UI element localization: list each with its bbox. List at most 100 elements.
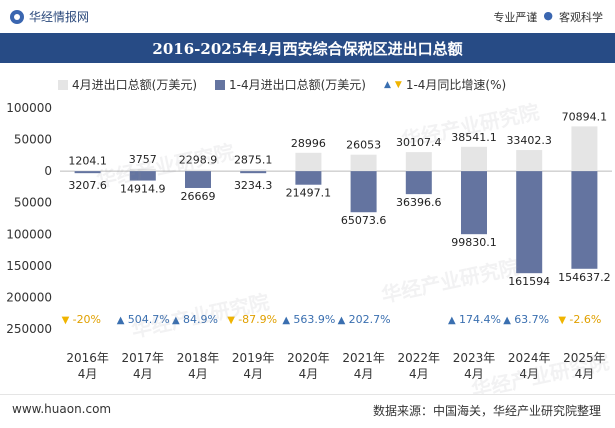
y-tick-label: 150000 (6, 259, 52, 273)
legend-label-growth: 1-4月同比增速(%) (405, 78, 507, 92)
y-tick-label: 200000 (6, 290, 52, 304)
growth-up-marker: ▲ (172, 315, 180, 326)
y-tick-label: 0 (44, 164, 52, 178)
bar-april (74, 170, 101, 172)
link-objective[interactable]: 客观科学 (559, 11, 603, 24)
bar-april (571, 126, 598, 172)
brand-name: 华经情报网 (29, 10, 90, 24)
data-label-cumulative: 99830.1 (451, 236, 497, 249)
x-tick-label: 4月 (299, 367, 319, 381)
data-label-april: 26053 (346, 139, 381, 152)
bar-cumulative (350, 171, 377, 213)
x-tick-label: 4月 (409, 367, 429, 381)
growth-label: 504.7% (128, 313, 170, 326)
growth-down-marker: ▼ (227, 315, 235, 326)
y-tick-label: 50000 (14, 133, 52, 147)
legend-item-growth[interactable]: ▲ ▼ 1-4月同比增速(%) (384, 76, 506, 93)
top-bar: 华经情报网 专业严谨 ● 客观科学 (0, 0, 615, 33)
top-links: 专业严谨 ● 客观科学 (493, 9, 603, 25)
bar-april (350, 154, 377, 172)
brand-icon (10, 9, 24, 24)
x-tick-label: 2025年 (563, 351, 606, 365)
data-label-cumulative: 3234.3 (234, 179, 273, 192)
y-tick-label: 50000 (14, 196, 52, 210)
bar-cumulative (240, 171, 267, 174)
x-tick-label: 4月 (519, 367, 539, 381)
y-tick-label: 100000 (6, 227, 52, 241)
bar-april (516, 150, 543, 172)
x-tick-label: 4月 (575, 367, 595, 381)
triangle-up-icon: ▲ (383, 79, 391, 90)
legend-swatch-cumulative (215, 79, 225, 90)
data-label-cumulative: 3207.6 (68, 179, 107, 192)
growth-label: 563.9% (293, 313, 335, 326)
x-tick-label: 2016年 (66, 351, 109, 365)
growth-down-marker: ▼ (62, 315, 70, 326)
x-tick-label: 2024年 (508, 351, 551, 365)
growth-up-marker: ▲ (117, 315, 125, 326)
data-label-april: 3757 (129, 153, 157, 166)
bar-april (461, 146, 487, 172)
data-label-cumulative: 154637.2 (558, 271, 611, 284)
bar-april (295, 152, 322, 172)
triangle-down-icon: ▼ (394, 79, 402, 90)
x-tick-label: 2021年 (342, 351, 385, 365)
data-label-cumulative: 161594 (508, 275, 550, 288)
growth-up-marker: ▲ (448, 315, 456, 326)
data-label-cumulative: 65073.6 (341, 214, 387, 227)
title-bar: 2016-2025年4月西安综合保税区进出口总额 (0, 33, 615, 63)
x-tick-label: 2019年 (232, 351, 275, 365)
legend-label-april: 4月进出口总额(万美元) (72, 78, 197, 92)
legend: 4月进出口总额(万美元) 1-4月进出口总额(万美元) ▲ ▼ 1-4月同比增速… (58, 76, 506, 93)
bar-cumulative (405, 171, 432, 195)
legend-label-cumulative: 1-4月进出口总额(万美元) (229, 78, 366, 92)
x-tick-label: 2022年 (398, 351, 441, 365)
growth-label: 202.7% (349, 313, 391, 326)
growth-up-marker: ▲ (282, 315, 290, 326)
bar-cumulative (74, 171, 101, 174)
data-label-april: 1204.1 (68, 154, 107, 167)
data-label-cumulative: 21497.1 (286, 187, 332, 200)
legend-item-cumulative[interactable]: 1-4月进出口总额(万美元) (215, 76, 366, 93)
bar-cumulative (185, 171, 211, 188)
legend-swatch-april (58, 79, 68, 90)
x-tick-label: 4月 (188, 367, 208, 381)
data-label-april: 70894.1 (562, 110, 608, 123)
data-label-april: 2875.1 (234, 153, 273, 166)
growth-label: -20% (73, 313, 101, 326)
bar-cumulative (571, 171, 598, 269)
x-tick-label: 2018年 (177, 351, 220, 365)
data-label-cumulative: 14914.9 (120, 183, 166, 196)
data-label-cumulative: 26669 (181, 190, 216, 203)
growth-label: 84.9% (183, 313, 218, 326)
data-label-april: 30107.4 (396, 136, 442, 149)
bar-april (185, 169, 211, 172)
x-tick-label: 2017年 (122, 351, 165, 365)
y-tick-label: 100000 (6, 101, 52, 115)
x-tick-label: 4月 (78, 367, 98, 381)
data-label-april: 38541.1 (451, 131, 497, 144)
legend-item-april[interactable]: 4月进出口总额(万美元) (58, 76, 197, 93)
brand-logo[interactable]: 华经情报网 (10, 8, 89, 25)
growth-up-marker: ▲ (338, 315, 346, 326)
footer-website-link[interactable]: www.huaon.com (12, 402, 112, 416)
x-tick-label: 4月 (243, 367, 263, 381)
growth-up-marker: ▲ (503, 315, 511, 326)
x-tick-label: 4月 (354, 367, 374, 381)
bar-april (240, 169, 267, 172)
chart-title: 2016-2025年4月西安综合保税区进出口总额 (152, 40, 463, 58)
link-professional[interactable]: 专业严谨 (493, 11, 538, 24)
footer-source: 数据来源：中国海关，华经产业研究院整理 (372, 404, 601, 418)
footer: www.huaon.com 数据来源：中国海关，华经产业研究院整理 (0, 394, 615, 428)
bar-april (129, 168, 156, 172)
chart-area: 100000 50000 0 50000 100000 150000 200000 25000… (6, 101, 612, 381)
data-label-april: 33402.3 (506, 134, 552, 147)
bar-cumulative (295, 171, 322, 185)
growth-down-marker: ▼ (558, 315, 566, 326)
x-tick-label: 2023年 (453, 351, 496, 365)
bar-cumulative (461, 171, 487, 235)
bar-cumulative (129, 171, 156, 181)
x-tick-label: 4月 (133, 367, 153, 381)
x-tick-label: 4月 (464, 367, 484, 381)
growth-label: -2.6% (569, 313, 601, 326)
